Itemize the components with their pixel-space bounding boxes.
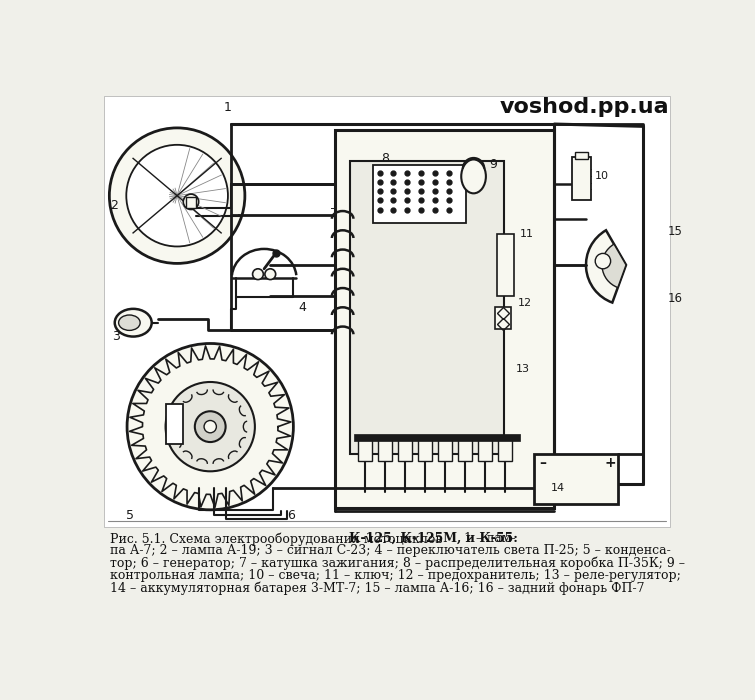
- Text: 5: 5: [125, 509, 134, 522]
- Text: 2: 2: [110, 199, 118, 212]
- Text: 13: 13: [516, 364, 530, 374]
- Text: 10: 10: [595, 172, 609, 181]
- Bar: [374, 164, 466, 223]
- Bar: [165, 403, 183, 444]
- Text: 6: 6: [287, 509, 295, 522]
- Text: –: –: [539, 456, 546, 470]
- Bar: [398, 438, 412, 461]
- Bar: [335, 130, 554, 507]
- Text: контрольная лампа; 10 – свеча; 11 – ключ; 12 – предохранитель; 13 – реле-регулят: контрольная лампа; 10 – свеча; 11 – ключ…: [110, 569, 681, 582]
- Text: 14 – аккумуляторная батарея 3-МТ-7; 15 – лампа А-16; 16 – задний фонарь ФП-7: 14 – аккумуляторная батарея 3-МТ-7; 15 –…: [110, 582, 645, 595]
- Ellipse shape: [115, 309, 152, 337]
- Text: 7: 7: [330, 207, 337, 220]
- Bar: [575, 152, 588, 160]
- Circle shape: [253, 269, 263, 279]
- Ellipse shape: [119, 315, 140, 330]
- Text: 8: 8: [381, 152, 389, 165]
- Text: 1: 1: [223, 101, 231, 113]
- Wedge shape: [602, 244, 626, 288]
- Text: па А-7; 2 – лампа А-19; 3 – сигнал С-23; 4 – переключатель света П-25; 5 – конде: па А-7; 2 – лампа А-19; 3 – сигнал С-23;…: [110, 545, 671, 557]
- Bar: [495, 307, 510, 329]
- Circle shape: [127, 344, 294, 510]
- Bar: [498, 438, 512, 461]
- Circle shape: [183, 194, 199, 209]
- Text: 12: 12: [518, 298, 532, 309]
- Wedge shape: [586, 230, 626, 302]
- Text: тор; 6 – генератор; 7 – катушка зажигания; 8 – распределительная коробка П-35К; : тор; 6 – генератор; 7 – катушка зажигани…: [110, 556, 685, 570]
- Text: 3: 3: [112, 330, 119, 343]
- Text: 4: 4: [299, 301, 307, 314]
- Circle shape: [109, 128, 245, 263]
- Circle shape: [265, 269, 276, 279]
- Bar: [438, 438, 452, 461]
- Bar: [418, 438, 432, 461]
- Text: Рис. 5.1. Схема электрооборудования мотоциклов: Рис. 5.1. Схема электрооборудования мото…: [110, 532, 447, 545]
- Text: 16: 16: [667, 292, 683, 304]
- Text: 1 – лам-: 1 – лам-: [461, 532, 516, 545]
- Circle shape: [595, 253, 611, 269]
- Text: 15: 15: [667, 225, 683, 238]
- Bar: [458, 438, 472, 461]
- Text: 11: 11: [519, 229, 534, 239]
- Circle shape: [195, 412, 226, 442]
- Bar: [354, 434, 519, 440]
- Text: 9: 9: [489, 158, 497, 172]
- Bar: [378, 438, 392, 461]
- Bar: [572, 157, 591, 200]
- Bar: [358, 438, 372, 461]
- Text: +: +: [605, 456, 616, 470]
- Text: К-125, К-125М, и К-55:: К-125, К-125М, и К-55:: [349, 532, 518, 545]
- Text: voshod.pp.ua: voshod.pp.ua: [499, 97, 669, 118]
- Circle shape: [165, 382, 255, 471]
- Bar: [534, 454, 618, 504]
- Circle shape: [204, 421, 217, 433]
- Bar: [186, 197, 196, 208]
- Bar: [497, 234, 513, 295]
- Circle shape: [126, 145, 228, 246]
- Ellipse shape: [461, 160, 486, 193]
- Bar: [350, 161, 504, 454]
- Bar: [478, 438, 492, 461]
- Bar: [104, 95, 670, 526]
- Text: 14: 14: [550, 483, 565, 493]
